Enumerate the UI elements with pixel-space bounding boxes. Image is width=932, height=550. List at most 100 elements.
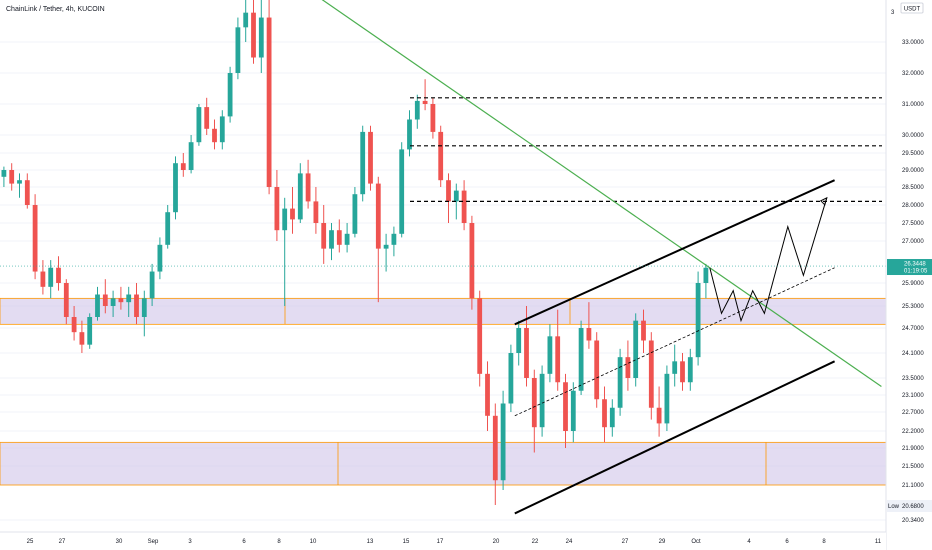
time-tick-label: 24: [566, 539, 573, 545]
candle-up: [672, 361, 678, 374]
candle-up: [539, 373, 545, 428]
candle-up: [414, 100, 420, 120]
demand-zone-1: [0, 297, 887, 325]
time-tick-label: 13: [367, 539, 374, 545]
candle-down: [79, 332, 85, 345]
price-tick-label: 28.0000: [902, 203, 924, 209]
demand-zone-2: [0, 441, 887, 486]
candle-up: [352, 194, 358, 234]
time-tick-label: 11: [875, 539, 882, 545]
price-tick-top: 3: [891, 10, 895, 16]
candle-up: [165, 212, 171, 245]
candles: [1, 0, 709, 505]
current-price-badge: [887, 259, 932, 276]
candle-down: [71, 317, 77, 333]
candle-up: [570, 390, 576, 431]
price-axis: USDT 3 33.0000 32.0000 31.0000 30.0000 29.5000…: [885, 0, 932, 550]
candle-down: [40, 271, 46, 287]
low-label: Low: [888, 504, 900, 510]
candle-up: [360, 131, 366, 195]
candle-down: [524, 328, 529, 378]
currency-label: USDT: [904, 7, 921, 13]
price-tick-label: 24.7000: [902, 326, 924, 332]
candle-up: [173, 163, 178, 213]
candle-up: [329, 230, 334, 249]
time-tick-label: 27: [622, 539, 629, 545]
price-tick-label: 21.5000: [902, 464, 924, 470]
price-tick-label: 29.0000: [902, 168, 924, 174]
candle-up: [235, 27, 241, 73]
candle-down: [422, 100, 428, 104]
candle-up: [617, 357, 623, 408]
price-tick-label: 28.5000: [902, 185, 924, 191]
candle-up: [188, 142, 194, 170]
price-tick-label: 22.2000: [902, 429, 924, 435]
candle-up: [110, 298, 116, 306]
candle-up: [87, 317, 93, 345]
candle-down: [563, 382, 568, 431]
candle-up: [695, 283, 701, 358]
price-tick-label: 27.0000: [902, 239, 924, 245]
time-tick-label: 29: [659, 539, 666, 545]
candle-down: [9, 170, 15, 184]
candle-down: [336, 230, 342, 245]
candle-up: [157, 244, 163, 272]
candle-up: [282, 208, 288, 231]
candle-up: [391, 233, 397, 245]
time-tick-label: Oct: [691, 539, 701, 545]
low-value: 20.6800: [902, 504, 924, 510]
candle-up: [149, 271, 155, 299]
candle-down: [212, 128, 217, 143]
price-tick-label: 32.0000: [902, 71, 924, 77]
drawings: [0, 0, 886, 515]
price-tick-label: 21.1000: [902, 483, 924, 489]
candle-down: [102, 294, 108, 306]
candle-up: [547, 336, 553, 374]
price-tick-label: 24.1000: [902, 351, 924, 357]
projection-path: [709, 197, 828, 323]
time-tick-label: 10: [310, 539, 317, 545]
price-tick-label: 33.0000: [902, 40, 924, 46]
time-axis-background: [0, 532, 886, 550]
candle-up: [453, 190, 459, 202]
candle-down: [485, 373, 490, 416]
price-tick-label: 27.5000: [902, 221, 924, 227]
candle-down: [602, 399, 607, 428]
time-tick-label: 3: [188, 539, 192, 545]
channel-lower: [514, 360, 836, 515]
time-tick-label: 17: [437, 539, 444, 545]
projection-arrow: [819, 196, 828, 206]
candle-up: [1, 170, 7, 177]
time-tick-label: 27: [59, 539, 66, 545]
candle-down: [648, 340, 654, 408]
candle-up: [500, 403, 506, 481]
channel-mid: [514, 267, 835, 417]
candle-down: [180, 163, 186, 170]
price-tick-label: 23.1000: [902, 393, 924, 399]
candle-up: [243, 12, 249, 28]
channel-upper: [514, 179, 836, 326]
price-tick-label: 25.9000: [902, 281, 924, 287]
candle-down: [32, 205, 38, 272]
candle-down: [641, 320, 646, 341]
chart-title: ChainLink / Tether, 4h, KUCOIN: [6, 6, 105, 13]
time-axis: 25 27 30 Sep 3 6 8 10 13 15 17 20 22 24 27 29 Oct 4 6 8 11: [0, 531, 886, 550]
current-price-countdown: 01:19:05: [904, 269, 928, 275]
candle-up: [516, 328, 522, 353]
candle-down: [461, 190, 467, 223]
candle-up: [196, 107, 202, 143]
candle-up: [609, 407, 615, 428]
candle-down: [24, 180, 30, 205]
candle-down: [118, 298, 124, 303]
candle-up: [399, 149, 405, 234]
candle-down: [625, 357, 631, 378]
candle-down: [290, 208, 295, 220]
candle-down: [594, 340, 600, 400]
candle-up: [17, 180, 22, 184]
time-tick-label: 4: [747, 539, 751, 545]
candle-down: [656, 407, 662, 424]
candle-down: [680, 361, 685, 383]
currency-box: [900, 2, 924, 14]
